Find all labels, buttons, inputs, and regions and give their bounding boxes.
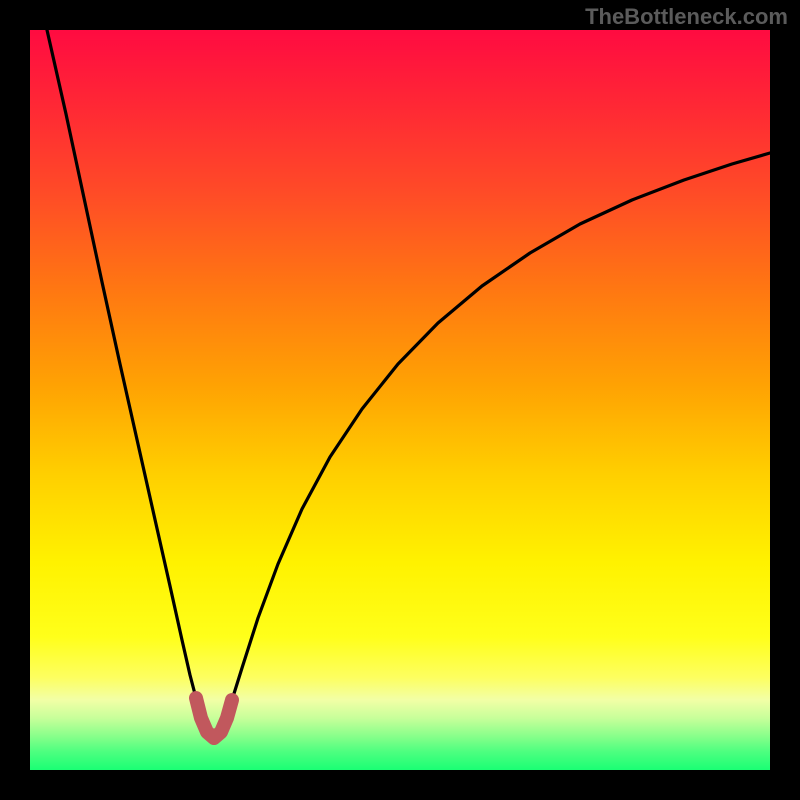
plot-area <box>30 30 770 770</box>
curve-layer <box>30 30 770 770</box>
plot-inner <box>30 30 770 770</box>
watermark-text: TheBottleneck.com <box>585 4 788 30</box>
valley-marker <box>196 698 232 738</box>
bottleneck-curve <box>47 30 770 700</box>
